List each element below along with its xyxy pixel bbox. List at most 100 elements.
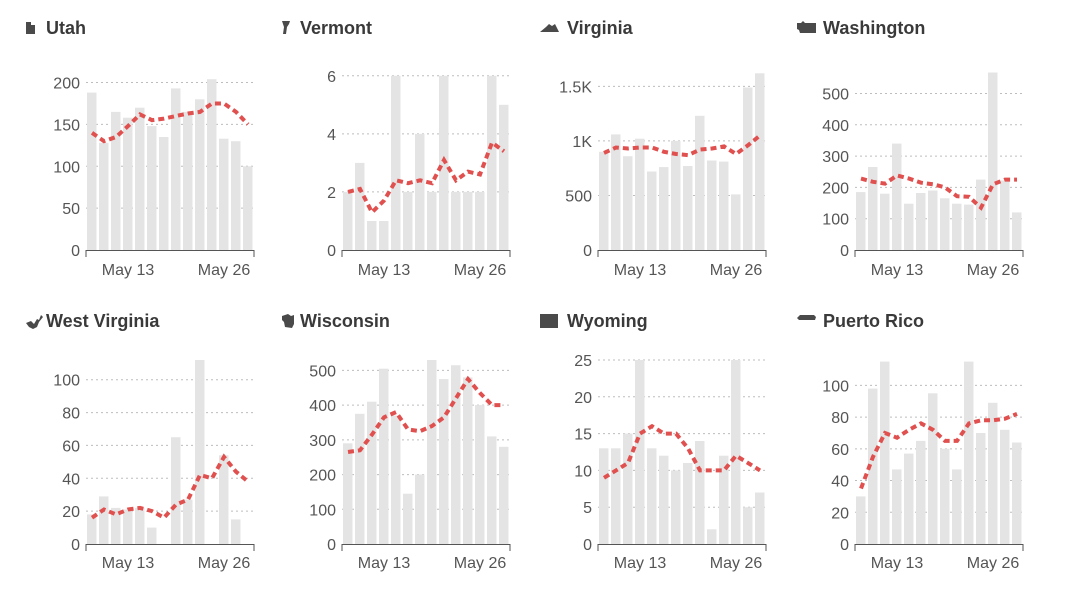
bar [379,221,389,250]
bar [463,191,473,250]
bar [415,133,425,250]
bar [367,221,377,250]
bar [647,171,657,250]
washington-state-icon [797,21,816,33]
bar [135,507,145,544]
bar [683,463,693,544]
x-tick-label: May 26 [710,262,763,279]
y-tick-label: 100 [53,373,80,390]
bar [916,193,926,250]
x-tick-label: May 13 [614,262,667,279]
bar [856,496,866,544]
y-tick-label: 200 [309,468,336,485]
chart-title-virginia: Virginia [567,18,634,38]
x-tick-label: May 13 [614,555,667,572]
bar [135,107,145,250]
bar [87,514,97,544]
bar [719,455,729,544]
bar [707,529,717,544]
bar [940,198,950,250]
bar [1012,212,1022,250]
bar [499,104,509,250]
y-tick-label: 60 [831,442,849,459]
bar [499,446,509,544]
bar [755,492,765,544]
y-tick-label: 25 [574,353,592,370]
y-tick-label: 500 [565,188,592,205]
bar [487,436,497,544]
y-tick-label: 500 [309,363,336,380]
bar [892,469,902,544]
y-tick-label: 20 [574,390,592,407]
chart-panel-utah: Utah 0 50 100 150 200 May 13 May 26 [26,18,255,279]
bar [391,415,401,544]
bar [487,75,497,250]
y-tick-label: 4 [327,127,336,144]
wyoming-state-icon [540,314,558,328]
x-tick-label: May 13 [102,262,155,279]
y-tick-label: 20 [831,505,849,522]
bar [195,99,205,250]
y-tick-label: 0 [583,243,592,260]
chart-panel-wyoming: Wyoming 0 5 10 15 20 25 May 13 May 26 [540,311,767,572]
y-tick-label: 80 [831,410,849,427]
y-tick-label: 60 [62,438,80,455]
chart-title-utah: Utah [46,18,86,38]
bar [964,361,974,544]
bar [123,117,133,250]
bar [343,191,353,250]
chart-title-puerto-rico: Puerto Rico [823,311,924,331]
average-line [603,133,762,158]
bar [731,194,741,250]
bar [219,455,229,544]
bar [99,496,109,544]
bar [731,360,741,544]
y-tick-label: 40 [831,474,849,491]
y-tick-label: 200 [53,76,80,93]
chart-panel-puerto-rico: Puerto Rico 0 20 40 60 80 100 May 13 May 26 [797,311,1024,572]
x-tick-label: May 26 [454,262,507,279]
y-tick-label: 0 [583,537,592,554]
x-tick-label: May 13 [358,555,411,572]
virginia-state-icon [540,24,559,32]
bar [952,469,962,544]
bar [647,448,657,544]
chart-panel-washington: Washington 0 100 200 300 400 500 May 13 May 26 [797,18,1024,279]
average-line [347,375,504,454]
west-virginia-state-icon [26,315,43,329]
bar [159,137,169,250]
bar [623,433,633,544]
bar [415,474,425,544]
bar [1000,180,1010,250]
y-tick-label: 1K [572,134,592,151]
bar [427,360,437,544]
chart-panel-virginia: Virginia 0 500 1K 1.5K May 13 May 26 [540,18,767,279]
bar [439,379,449,544]
average-line [860,173,1017,211]
bar [99,142,109,250]
bar [611,134,621,250]
bar [403,191,413,250]
bar [463,377,473,544]
bar [695,441,705,544]
bar [695,115,705,250]
y-tick-label: 150 [53,117,80,134]
x-tick-label: May 26 [967,555,1020,572]
bar [111,507,121,544]
bar [367,401,377,544]
bar [904,203,914,250]
y-tick-label: 15 [574,427,592,444]
bar [976,179,986,250]
y-tick-label: 2 [327,185,336,202]
average-line [90,101,250,144]
bar [427,191,437,250]
bar [123,509,133,544]
bar [171,88,181,251]
y-tick-label: 0 [71,537,80,554]
wisconsin-state-icon [282,314,294,328]
bar [928,190,938,250]
x-tick-label: May 13 [871,262,924,279]
y-tick-label: 400 [309,398,336,415]
x-tick-label: May 13 [102,555,155,572]
bar [183,499,193,544]
